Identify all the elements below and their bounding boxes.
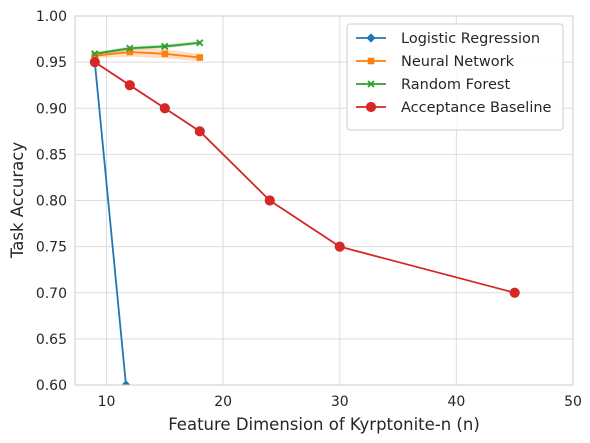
- x-tick-label: 10: [98, 394, 116, 410]
- legend-marker-logistic-regression: [366, 33, 376, 43]
- y-tick-labels: 0.60 0.65 0.70 0.75 0.80 0.85 0.90 0.95 1.00: [36, 9, 67, 394]
- legend-label-acceptance-baseline: Acceptance Baseline: [401, 100, 552, 116]
- acceptance-baseline-point: [194, 126, 205, 137]
- neural-network-band: [94, 47, 200, 62]
- random-forest-point: [196, 39, 204, 47]
- y-tick-label: 0.70: [36, 286, 67, 302]
- y-tick-label: 1.00: [36, 9, 67, 25]
- legend-item-acceptance-baseline: Acceptance Baseline: [356, 100, 552, 116]
- random-forest-point: [126, 44, 134, 52]
- random-forest-point: [161, 42, 169, 51]
- legend-box: [346, 23, 564, 131]
- legend-marker-neural-network: [367, 57, 375, 65]
- x-tick-label: 20: [214, 394, 232, 410]
- acceptance-baseline-point: [264, 195, 275, 206]
- x-axis-label: Feature Dimension of Kyrptonite-n (n): [168, 415, 480, 434]
- confidence-bands: [94, 40, 200, 385]
- legend-label-neural-network: Neural Network: [401, 54, 515, 70]
- y-tick-label: 0.75: [36, 240, 67, 256]
- x-tick-label: 30: [331, 394, 349, 410]
- acceptance-baseline-point: [89, 57, 100, 68]
- random-forest-line: [94, 41, 200, 55]
- legend-marker-acceptance-baseline: [365, 101, 377, 113]
- x-tick-labels: 10 20 30 40 50: [98, 394, 582, 410]
- neural-network-point: [91, 52, 99, 59]
- acceptance-baseline-point: [334, 241, 345, 252]
- series-markers: [89, 39, 520, 385]
- y-tick-label: 0.60: [36, 378, 67, 394]
- x-tick-label: 40: [447, 394, 465, 410]
- acceptance-baseline-point: [159, 103, 170, 114]
- neural-network-point: [161, 50, 169, 58]
- neural-network-line: [94, 51, 200, 59]
- y-tick-label: 0.95: [36, 55, 67, 71]
- legend-label-logistic-regression: Logistic Regression: [401, 31, 540, 47]
- plot-frame: [74, 15, 574, 386]
- x-tick-label: 50: [564, 394, 582, 410]
- legend-item-neural-network: Neural Network: [356, 54, 515, 70]
- y-tick-label: 0.90: [36, 101, 67, 117]
- random-forest-point: [91, 50, 99, 58]
- random-forest-band: [94, 40, 200, 56]
- y-tick-label: 0.80: [36, 194, 67, 210]
- y-axis-label: Task Accuracy: [8, 142, 27, 259]
- acceptance-baseline-point: [509, 287, 520, 298]
- y-tick-label: 0.85: [36, 147, 67, 163]
- y-tick-label: 0.65: [36, 332, 67, 348]
- legend-item-logistic-regression: Logistic Regression: [356, 31, 540, 47]
- neural-network-point: [126, 48, 134, 56]
- legend-marker-random-forest: [367, 80, 375, 88]
- neural-network-point: [196, 54, 204, 61]
- logistic-regression-line: [93, 62, 127, 385]
- logistic-regression-point: [121, 380, 131, 385]
- legend: Logistic Regression Neural Network Random …: [346, 23, 564, 131]
- legend-item-random-forest: Random Forest: [356, 77, 510, 93]
- legend-label-random-forest: Random Forest: [401, 77, 510, 93]
- acceptance-baseline-point: [124, 80, 135, 91]
